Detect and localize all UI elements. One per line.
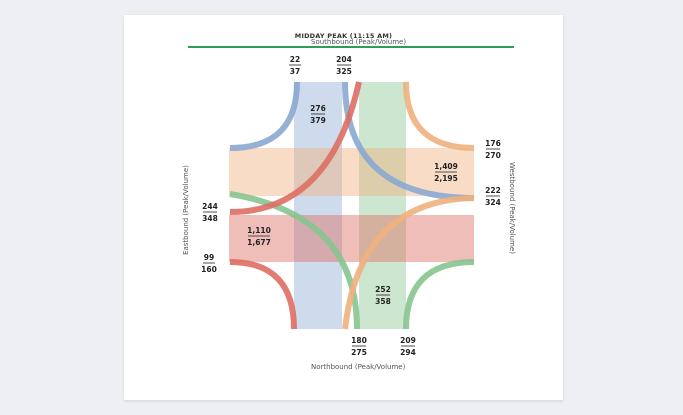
label-eb-right-turn: 99 160 <box>201 253 217 274</box>
eastbound-right-turn-curve <box>229 259 297 330</box>
label-sb-right-turn: 22 37 <box>289 55 301 76</box>
label-eb-left-turn: 244 348 <box>202 202 218 223</box>
nb-right-turn-peak: 209 <box>400 336 416 345</box>
eb-left-turn-volume: 348 <box>202 214 218 223</box>
label-eb-through: 1,110 1,677 <box>247 226 271 247</box>
wb-through-peak: 1,409 <box>434 162 458 171</box>
nb-right-turn-volume: 294 <box>400 348 416 357</box>
eb-right-turn-peak: 99 <box>204 253 214 262</box>
label-nb-through: 252 358 <box>375 285 391 306</box>
label-wb-through: 1,409 2,195 <box>434 162 458 183</box>
title-rule <box>188 46 514 48</box>
westbound-left-turn-curve <box>342 195 475 330</box>
wb-through-volume: 2,195 <box>434 174 458 183</box>
sb-left-turn-peak: 204 <box>336 55 352 64</box>
label-wb-right-turn: 176 270 <box>485 139 501 160</box>
nb-left-turn-volume: 275 <box>351 348 367 357</box>
label-sb-through: 276 379 <box>310 104 326 125</box>
southbound-label: Southbound (Peak/Volume) <box>311 38 407 46</box>
chart-title: MIDDAY PEAK (11:15 AM) <box>294 32 393 40</box>
eb-right-turn-volume: 160 <box>201 265 217 274</box>
wb-right-turn-peak: 176 <box>485 139 501 148</box>
southbound-left-turn-curve <box>342 81 475 201</box>
nb-left-turn-peak: 180 <box>351 336 367 345</box>
westbound-right-turn-curve <box>403 81 475 151</box>
eb-left-turn-peak: 244 <box>202 202 218 211</box>
southbound-right-turn-curve <box>229 81 300 151</box>
wb-left-turn-volume: 324 <box>485 198 501 207</box>
eastbound-left-turn-curve <box>229 81 362 215</box>
nb-through-volume: 358 <box>375 297 391 306</box>
northbound-left-turn-curve <box>229 191 360 330</box>
nb-through-peak: 252 <box>375 285 391 294</box>
wb-right-turn-volume: 270 <box>485 151 501 160</box>
wb-left-turn-peak: 222 <box>485 186 501 195</box>
westbound-through-band <box>229 148 474 196</box>
northbound-label: Northbound (Peak/Volume) <box>311 363 406 371</box>
label-sb-left-turn: 204 325 <box>336 55 352 76</box>
label-nb-left-turn: 180 275 <box>351 336 367 357</box>
sb-right-turn-peak: 22 <box>290 55 300 64</box>
sb-through-volume: 379 <box>310 116 326 125</box>
northbound-through-band <box>359 82 406 329</box>
sb-right-turn-volume: 37 <box>290 67 300 76</box>
eb-through-peak: 1,110 <box>247 226 271 235</box>
label-wb-left-turn: 222 324 <box>485 186 501 207</box>
diagram-card: MIDDAY PEAK (11:15 AM) <box>124 15 563 400</box>
eastbound-through-band <box>229 215 474 262</box>
sb-through-peak: 276 <box>310 104 326 113</box>
southbound-through-band <box>294 82 342 329</box>
sb-left-turn-volume: 325 <box>336 67 352 76</box>
label-nb-right-turn: 209 294 <box>400 336 416 357</box>
northbound-right-turn-curve <box>403 259 475 330</box>
eb-through-volume: 1,677 <box>247 238 271 247</box>
